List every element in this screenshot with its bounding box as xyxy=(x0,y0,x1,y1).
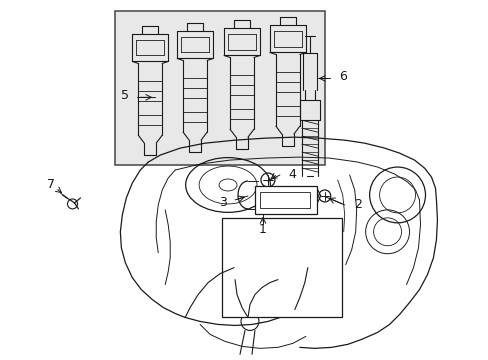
Text: 2: 2 xyxy=(353,198,361,211)
Text: 3: 3 xyxy=(219,197,226,210)
Text: 7: 7 xyxy=(46,179,55,192)
Bar xyxy=(285,270,306,280)
Bar xyxy=(254,186,316,214)
Text: 5: 5 xyxy=(121,89,129,102)
Text: 6: 6 xyxy=(338,70,346,83)
Bar xyxy=(242,270,264,280)
Bar xyxy=(260,192,309,208)
Bar xyxy=(115,11,324,165)
Text: 1: 1 xyxy=(259,223,266,236)
Text: 4: 4 xyxy=(287,167,295,180)
Bar xyxy=(222,218,341,318)
